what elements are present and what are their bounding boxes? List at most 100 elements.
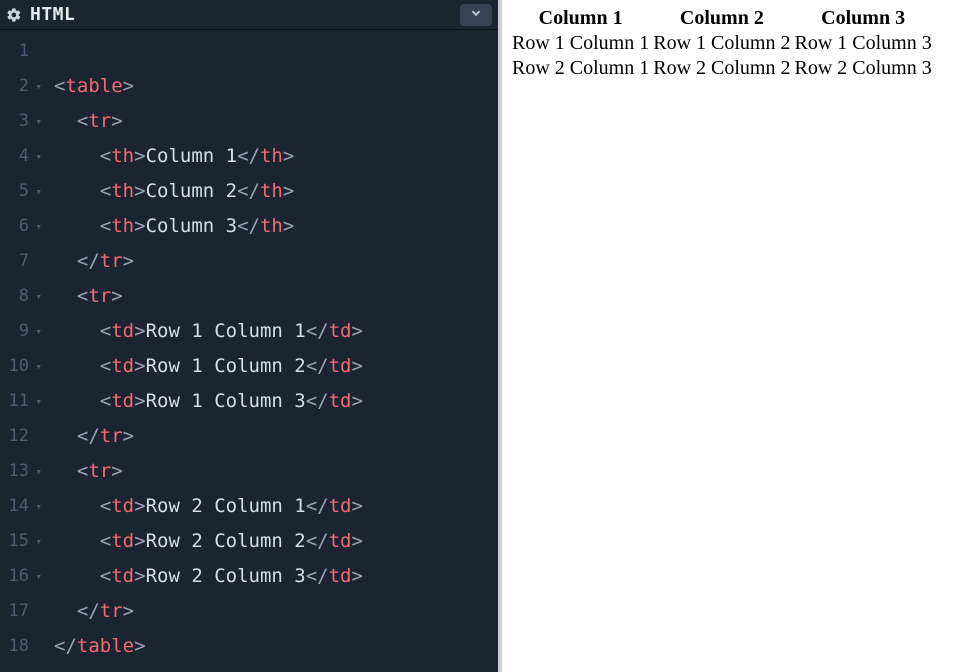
code-line[interactable]: <th>Column 3</th> xyxy=(54,209,498,244)
code-token xyxy=(54,460,77,482)
gear-icon[interactable] xyxy=(6,7,22,23)
code-token: Row 2 Column 1 xyxy=(146,495,306,517)
fold-caret-icon[interactable]: ▾ xyxy=(32,209,42,244)
line-number: 9 xyxy=(19,314,29,349)
code-token: > xyxy=(134,390,145,412)
code-line[interactable]: <tr> xyxy=(54,279,498,314)
line-number: 7 xyxy=(19,244,29,279)
code-token: Row 1 Column 2 xyxy=(146,355,306,377)
code-token: < xyxy=(100,215,111,237)
code-token: > xyxy=(352,565,363,587)
line-number: 3 xyxy=(19,104,29,139)
code-token: td xyxy=(111,495,134,517)
code-token xyxy=(54,215,100,237)
table-cell: Row 1 Column 3 xyxy=(793,31,934,56)
code-line[interactable]: <td>Row 2 Column 1</td> xyxy=(54,489,498,524)
line-number: 15 xyxy=(9,524,29,559)
chevron-down-icon xyxy=(469,5,483,24)
code-token xyxy=(54,600,77,622)
code-token: th xyxy=(111,215,134,237)
code-line[interactable]: <td>Row 1 Column 2</td> xyxy=(54,349,498,384)
code-token: > xyxy=(352,320,363,342)
gutter-line: 10▾ xyxy=(0,349,42,384)
gutter-line: 18 xyxy=(0,629,42,664)
code-area[interactable]: 12▾3▾4▾5▾6▾78▾9▾10▾11▾1213▾14▾15▾16▾1718… xyxy=(0,30,498,672)
code-token: > xyxy=(111,110,122,132)
code-token: th xyxy=(260,180,283,202)
gutter-line: 1 xyxy=(0,34,42,69)
code-token: > xyxy=(134,145,145,167)
code-token: tr xyxy=(88,285,111,307)
fold-caret-icon[interactable]: ▾ xyxy=(32,454,42,489)
gutter-line: 8▾ xyxy=(0,279,42,314)
code-token: > xyxy=(134,355,145,377)
code-token: < xyxy=(100,180,111,202)
code-token: tr xyxy=(100,425,123,447)
line-number: 5 xyxy=(19,174,29,209)
code-token: < xyxy=(54,75,65,97)
code-line[interactable]: <tr> xyxy=(54,454,498,489)
code-token: Column 2 xyxy=(146,180,238,202)
code-line[interactable]: <td>Row 1 Column 1</td> xyxy=(54,314,498,349)
preview-table: Column 1Column 2Column 3 Row 1 Column 1R… xyxy=(510,6,934,81)
code-token: < xyxy=(100,355,111,377)
fold-caret-icon[interactable]: ▾ xyxy=(32,559,42,594)
code-line[interactable]: <table> xyxy=(54,69,498,104)
code-line[interactable] xyxy=(54,34,498,69)
code-line[interactable]: </tr> xyxy=(54,419,498,454)
gutter-line: 7 xyxy=(0,244,42,279)
fold-caret-icon[interactable]: ▾ xyxy=(32,489,42,524)
code-token: td xyxy=(329,530,352,552)
code-line[interactable]: <th>Column 2</th> xyxy=(54,174,498,209)
code-token: td xyxy=(111,355,134,377)
fold-caret-icon[interactable]: ▾ xyxy=(32,139,42,174)
code-token: th xyxy=(111,145,134,167)
code-token: > xyxy=(111,285,122,307)
code-token: > xyxy=(352,495,363,517)
table-row: Row 1 Column 1Row 1 Column 2Row 1 Column… xyxy=(510,31,934,56)
code-token: </ xyxy=(77,250,100,272)
code-line[interactable]: <td>Row 2 Column 2</td> xyxy=(54,524,498,559)
code-token: </ xyxy=(306,495,329,517)
fold-caret-icon[interactable]: ▾ xyxy=(32,69,42,104)
code-line[interactable]: <td>Row 2 Column 3</td> xyxy=(54,559,498,594)
code-token: td xyxy=(111,320,134,342)
fold-caret-icon[interactable]: ▾ xyxy=(32,174,42,209)
code-line[interactable]: </tr> xyxy=(54,244,498,279)
code-line[interactable]: <td>Row 1 Column 3</td> xyxy=(54,384,498,419)
code-token xyxy=(54,110,77,132)
fold-caret-icon[interactable]: ▾ xyxy=(32,349,42,384)
table-header-cell: Column 3 xyxy=(793,6,934,31)
line-number: 18 xyxy=(9,629,29,664)
code-token: </ xyxy=(237,145,260,167)
fold-caret-icon[interactable]: ▾ xyxy=(32,524,42,559)
code-line[interactable]: <tr> xyxy=(54,104,498,139)
code-line[interactable]: </tr> xyxy=(54,594,498,629)
code-token: table xyxy=(77,635,134,657)
code-token: > xyxy=(123,250,134,272)
line-number: 4 xyxy=(19,139,29,174)
code-token xyxy=(54,565,100,587)
gutter-line: 2▾ xyxy=(0,69,42,104)
fold-caret-icon[interactable]: ▾ xyxy=(32,104,42,139)
code-line[interactable]: </table> xyxy=(54,629,498,664)
code-token: </ xyxy=(77,425,100,447)
gutter-line: 6▾ xyxy=(0,209,42,244)
code-token xyxy=(54,355,100,377)
code-token: td xyxy=(111,530,134,552)
fold-caret-icon[interactable]: ▾ xyxy=(32,384,42,419)
gutter-line: 17 xyxy=(0,594,42,629)
code-token: </ xyxy=(306,565,329,587)
code-token: > xyxy=(352,355,363,377)
code-line[interactable]: <th>Column 1</th> xyxy=(54,139,498,174)
table-cell: Row 1 Column 1 xyxy=(510,31,651,56)
editor-dropdown-button[interactable] xyxy=(460,4,492,26)
code-token: < xyxy=(100,390,111,412)
code-token: td xyxy=(111,390,134,412)
code-token xyxy=(54,495,100,517)
fold-caret-icon[interactable]: ▾ xyxy=(32,279,42,314)
fold-caret-icon[interactable]: ▾ xyxy=(32,314,42,349)
code-content[interactable]: <table> <tr> <th>Column 1</th> <th>Colum… xyxy=(48,30,498,672)
line-number: 10 xyxy=(9,349,29,384)
table-header-cell: Column 2 xyxy=(651,6,792,31)
